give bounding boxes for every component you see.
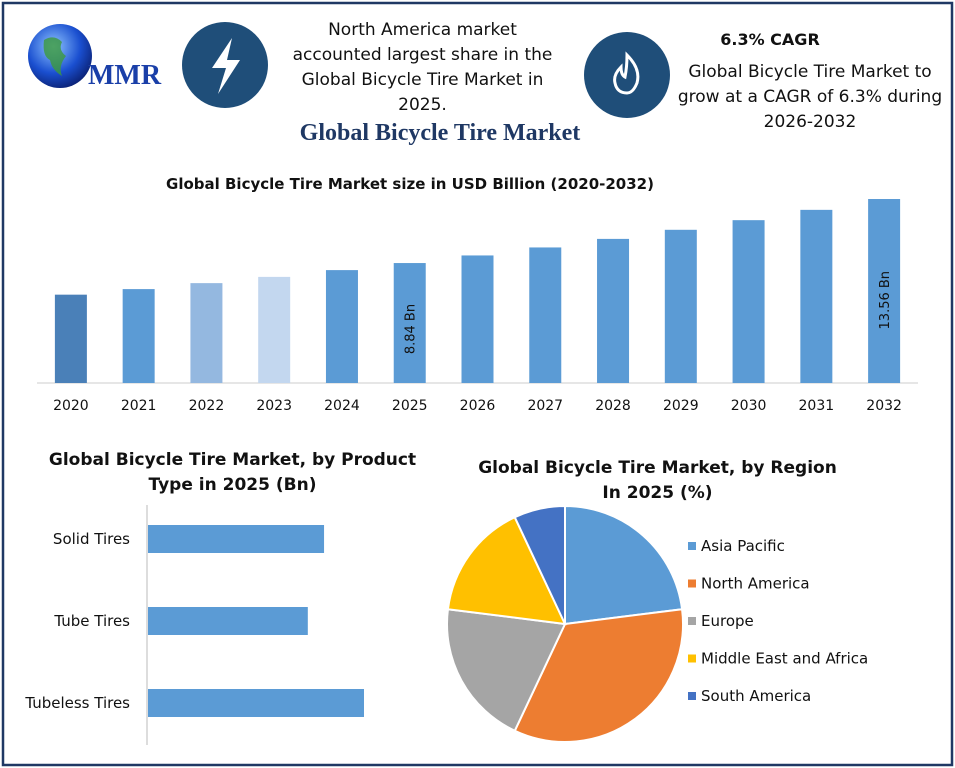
logo-land xyxy=(43,37,66,76)
x-tick-label: 2023 xyxy=(256,398,292,414)
pie-slice xyxy=(513,504,566,625)
bar xyxy=(122,289,155,383)
note-right: Global Bicycle Tire Market to grow at a … xyxy=(677,62,943,132)
fire-flame xyxy=(613,51,640,95)
legend-swatch xyxy=(688,617,696,625)
bar xyxy=(732,220,765,383)
bar xyxy=(800,209,833,383)
bar xyxy=(461,255,494,383)
charts: 2020 2021 2022 2023 2024 2025 8.84 Bn 2026 2027 2… xyxy=(24,199,918,745)
x-tick-label: 2031 xyxy=(799,398,835,414)
fire-icon xyxy=(584,32,670,118)
legend-swatch xyxy=(688,579,696,588)
legend-label: North America xyxy=(701,575,810,593)
legend-label: Middle East and Africa xyxy=(701,650,868,668)
bar xyxy=(868,199,901,383)
note-left: North America market accounted largest s… xyxy=(292,20,553,115)
y-tick-label: Solid Tires xyxy=(53,530,130,548)
logo-text: MMR xyxy=(88,60,162,91)
x-tick-label: 2024 xyxy=(324,398,360,414)
bar xyxy=(529,247,562,383)
note-right-title: 6.3% CAGR xyxy=(720,30,820,49)
x-tick-label: 2026 xyxy=(460,398,496,414)
bar xyxy=(393,263,426,383)
bar xyxy=(258,276,291,383)
bar xyxy=(325,270,358,383)
x-tick-label: 2029 xyxy=(663,398,699,414)
y-tick-label: Tubeless Tires xyxy=(24,694,130,712)
x-tick-label: 2032 xyxy=(866,398,902,414)
legend-label: South America xyxy=(701,687,811,705)
legend-swatch xyxy=(688,654,696,663)
x-tick-label: 2020 xyxy=(53,398,89,414)
bar xyxy=(148,607,308,635)
x-tick-label: 2025 xyxy=(392,398,428,414)
value-label: 8.84 Bn xyxy=(404,304,419,354)
pie-slice xyxy=(446,608,567,733)
x-tick-label: 2022 xyxy=(189,398,225,414)
chart-title: Global Bicycle Tire Market, by Region In… xyxy=(478,458,837,503)
bar xyxy=(597,238,630,383)
value-label: 13.56 Bn xyxy=(878,271,893,330)
chart-title: Global Bicycle Tire Market size in USD B… xyxy=(166,175,654,193)
pie-slice xyxy=(446,515,567,626)
legend-swatch xyxy=(688,692,696,700)
pie-slice xyxy=(564,504,684,626)
x-tick-label: 2021 xyxy=(121,398,157,414)
legend-label: Asia Pacific xyxy=(701,537,785,555)
bar xyxy=(54,294,87,383)
main-title: Global Bicycle Tire Market xyxy=(299,120,581,146)
bar xyxy=(190,283,223,383)
x-tick-label: 2027 xyxy=(527,398,563,414)
y-tick-label: Tube Tires xyxy=(53,612,130,630)
bar xyxy=(664,229,697,383)
bar xyxy=(148,525,325,553)
x-tick-label: 2028 xyxy=(595,398,631,414)
bar xyxy=(148,689,364,717)
legend-swatch xyxy=(688,542,696,550)
x-tick-label: 2030 xyxy=(731,398,767,414)
legend-label: Europe xyxy=(701,612,754,630)
lightning-bolt xyxy=(212,38,240,94)
chart-title: Global Bicycle Tire Market, by Product T… xyxy=(48,450,417,495)
